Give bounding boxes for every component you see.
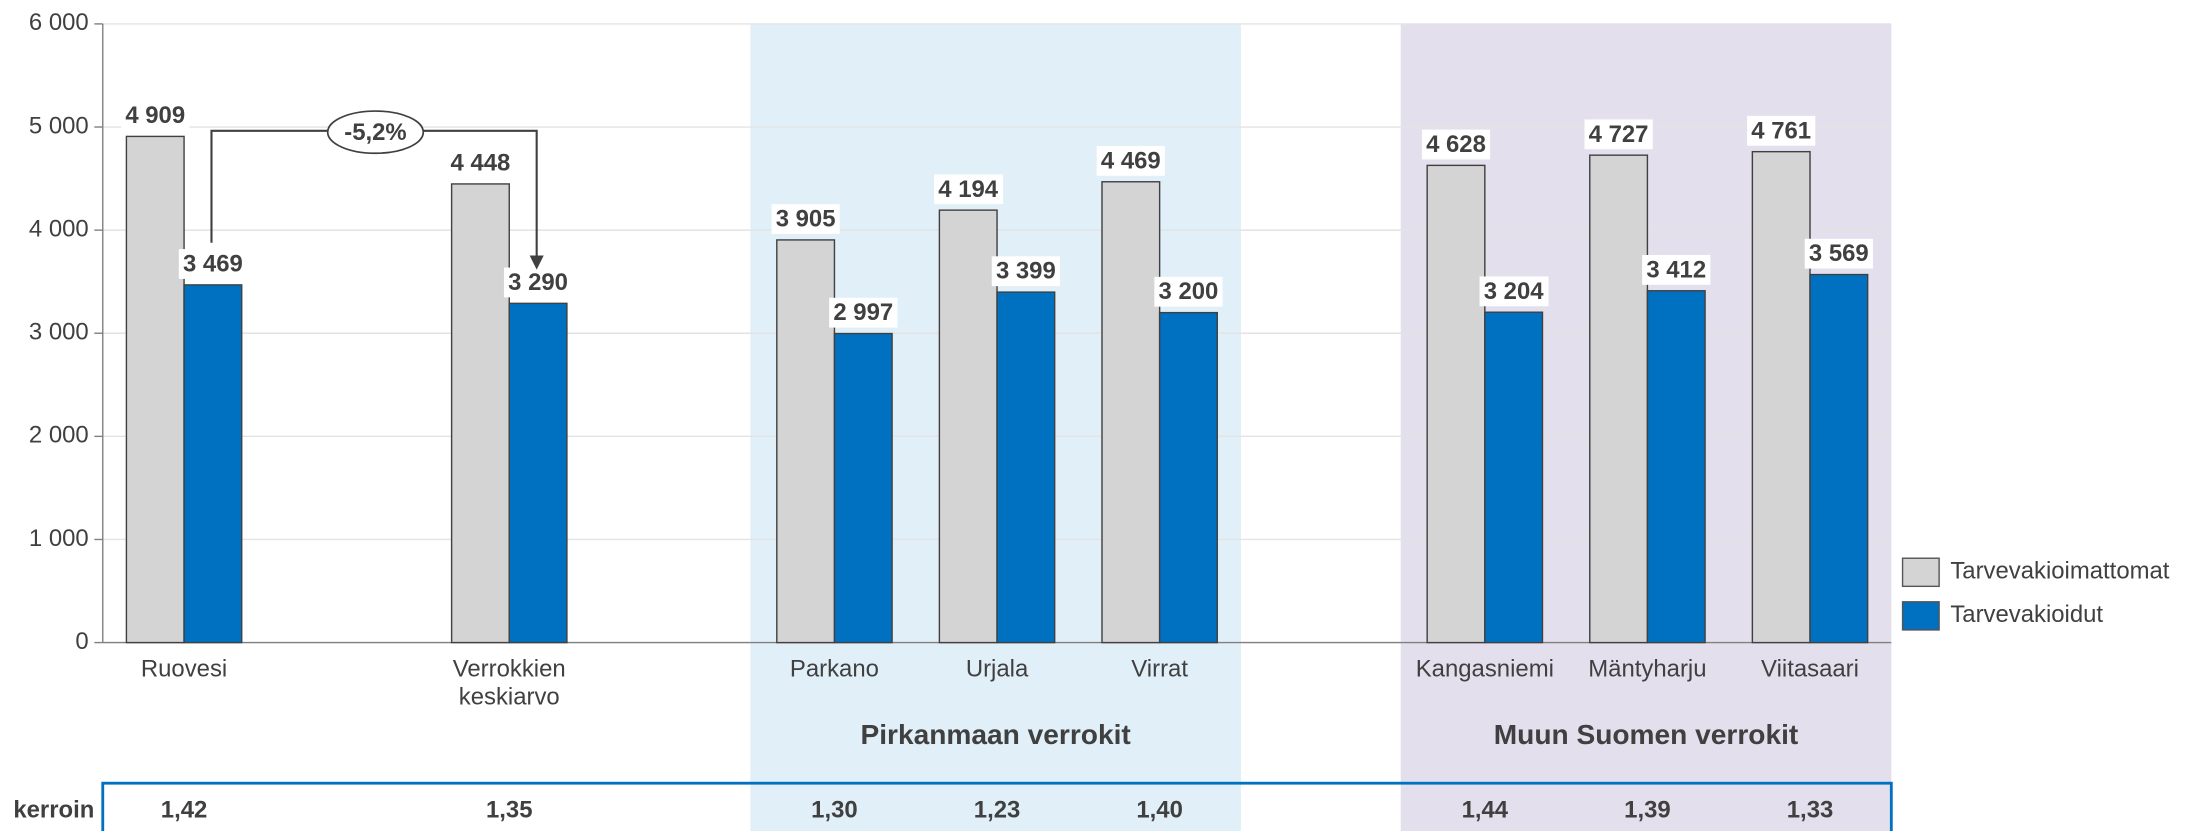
x-label-box: Ruovesi	[140, 655, 228, 682]
data-label: 4 909	[125, 102, 185, 129]
data-label-bg	[1584, 119, 1653, 150]
data-label: 3 399	[996, 258, 1056, 285]
x-label-box: Verrokkien keskiarvo	[452, 655, 566, 711]
bar	[1589, 154, 1649, 644]
data-label-bg	[934, 174, 1004, 205]
coefficient-box	[101, 781, 1893, 831]
bar	[996, 291, 1056, 644]
x-label-box: Parkano	[789, 655, 879, 682]
legend-swatch	[1901, 557, 1940, 588]
y-tick-label: 5 000	[29, 112, 89, 139]
x-tick-label: Ruovesi	[140, 655, 228, 682]
bar	[1646, 290, 1706, 644]
data-label: 2 997	[833, 299, 893, 326]
x-label-box: Kangasniemi	[1415, 655, 1554, 682]
bar	[1101, 181, 1161, 644]
bar	[833, 332, 893, 644]
group-label: Muun Suomen verrokit	[1494, 719, 1799, 750]
x-tick-label: Urjala	[965, 655, 1029, 682]
data-label-bg	[1421, 129, 1491, 160]
legend-label: Tarvevakioimattomat	[1950, 558, 2169, 585]
coefficient-value: 1,23	[974, 797, 1020, 824]
data-label: 3 469	[183, 251, 243, 278]
x-tick-label: Mäntyharju	[1588, 655, 1707, 682]
y-tick-label: 0	[75, 628, 88, 655]
data-label-bg	[991, 256, 1060, 287]
y-tick-label: 4 000	[29, 215, 89, 242]
coefficient-value: 1,30	[811, 797, 858, 824]
annotation-text: -5,2%	[344, 119, 406, 146]
data-label-bg	[771, 204, 840, 234]
x-label-box: Mäntyharju	[1588, 655, 1707, 682]
x-tick-label: Parkano	[789, 655, 879, 682]
data-label: 3 412	[1646, 256, 1706, 283]
data-label: 4 194	[938, 176, 998, 203]
data-label-bg	[503, 267, 573, 298]
data-label: 4 761	[1751, 117, 1811, 144]
annotation-bubble	[326, 110, 425, 155]
bar	[776, 239, 836, 644]
data-label-bg	[1096, 145, 1165, 176]
data-label: 3 204	[1484, 278, 1544, 305]
x-tick-label: Virrat	[1131, 655, 1188, 682]
bar	[183, 284, 243, 644]
data-label: 4 727	[1589, 121, 1649, 148]
y-tick-label: 3 000	[29, 319, 89, 346]
y-tick-label: 1 000	[29, 525, 89, 552]
legend-swatch	[1901, 601, 1940, 631]
legend-label: Tarvevakioidut	[1950, 601, 2103, 628]
x-label-box: Urjala	[965, 655, 1029, 682]
coefficient-row-label: kerroin	[13, 797, 94, 824]
data-label-bg	[1642, 254, 1711, 285]
data-label: 3 290	[508, 269, 568, 296]
data-label: 4 628	[1426, 131, 1486, 158]
data-label-bg	[1804, 238, 1873, 269]
data-label: 4 448	[451, 150, 511, 177]
bar	[125, 135, 185, 644]
coefficient-value: 1,44	[1462, 797, 1509, 824]
bar	[1751, 150, 1811, 644]
group-label: Pirkanmaan verrokit	[860, 719, 1131, 750]
y-tick-label: 6 000	[29, 9, 89, 36]
data-label: 3 200	[1159, 278, 1219, 305]
data-label-bg	[829, 297, 898, 328]
y-tick-label: 2 000	[29, 422, 89, 449]
data-label: 3 569	[1809, 240, 1869, 267]
data-label: 4 469	[1101, 147, 1161, 174]
data-label-bg	[1479, 276, 1549, 307]
coefficient-value: 1,33	[1787, 797, 1834, 824]
bar	[450, 183, 510, 644]
annotation-arrowhead	[529, 255, 544, 270]
x-label-box: Viitasaari	[1761, 655, 1859, 682]
bar	[508, 302, 568, 644]
bar	[1809, 273, 1869, 644]
data-label: 3 905	[776, 206, 836, 233]
data-label-bg	[1747, 115, 1816, 146]
x-tick-label: Viitasaari	[1761, 655, 1859, 682]
x-tick-label: Kangasniemi	[1415, 655, 1554, 682]
data-label-bg	[121, 100, 190, 131]
coefficient-value: 1,39	[1624, 797, 1671, 824]
data-label-bg	[178, 249, 248, 279]
bar	[938, 209, 998, 644]
data-label-bg	[1154, 276, 1223, 307]
coefficient-value: 1,42	[161, 797, 208, 824]
bar	[1426, 164, 1486, 644]
x-tick-label: Verrokkien keskiarvo	[452, 655, 566, 711]
bar	[1484, 311, 1544, 644]
coefficient-value: 1,35	[486, 797, 533, 824]
x-label-box: Virrat	[1131, 655, 1188, 682]
coefficient-value: 1,40	[1136, 797, 1182, 824]
data-label-bg	[446, 148, 515, 178]
bar	[1158, 311, 1218, 644]
